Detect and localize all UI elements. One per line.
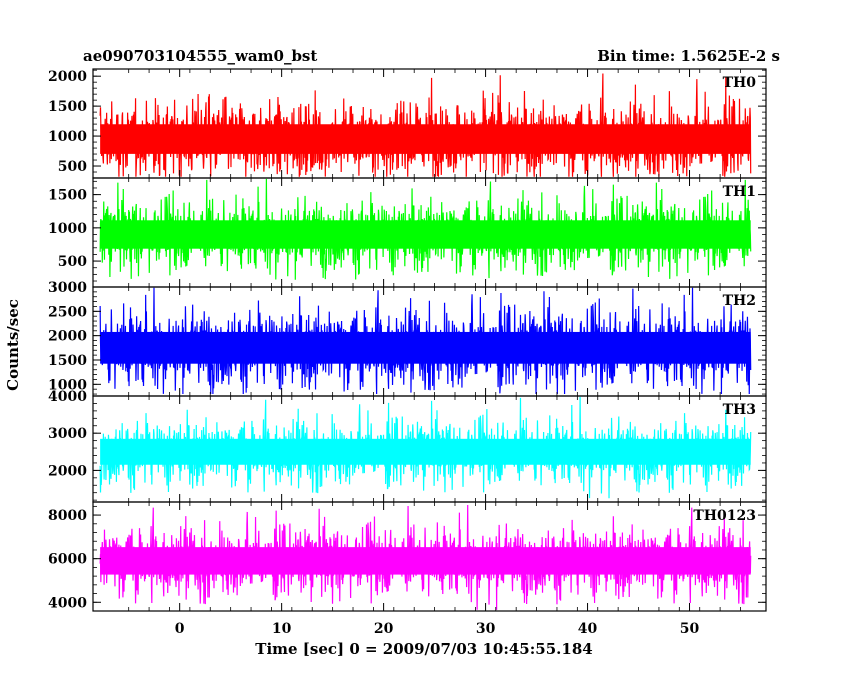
y-tick-label: 2500 <box>48 304 87 320</box>
panels-group: 500 1000 1500 2000 TH0 500 1000 1500 TH1 1000 1500… <box>48 68 767 612</box>
panel-th3: 2000 3000 4000 TH3 <box>48 389 767 503</box>
y-tick-label: 500 <box>58 159 87 175</box>
x-axis-label: Time [sec] 0 = 2009/07/03 10:45:55.184 <box>255 640 592 658</box>
y-tick-label: 4000 <box>48 389 87 405</box>
series-core-th0 <box>100 124 751 154</box>
chart-title-right: Bin time: 1.5625E-2 s <box>597 47 780 65</box>
x-tick-label: 10 <box>272 621 292 637</box>
y-tick-label: 500 <box>58 254 87 270</box>
x-axis: 0 10 20 30 40 50 <box>175 621 700 637</box>
y-tick-label: 2000 <box>48 329 87 345</box>
y-tick-label: 2000 <box>48 463 87 479</box>
panel-th2: 1000 1500 2000 2500 3000 TH2 <box>48 280 767 397</box>
panel-th0123: 4000 6000 8000 TH0123 <box>48 501 767 612</box>
y-tick-label: 4000 <box>48 595 87 611</box>
y-tick-label: 1000 <box>48 377 87 393</box>
y-tick-label: 1500 <box>48 188 87 204</box>
panel-label-th0: TH0 <box>723 75 757 91</box>
panel-frame <box>92 501 767 612</box>
series-core-th2 <box>100 331 751 364</box>
y-tick-label: 1000 <box>48 221 87 237</box>
y-tick-label: 1500 <box>48 353 87 369</box>
series-core-th0123 <box>100 547 751 575</box>
panel-th0: 500 1000 1500 2000 TH0 <box>48 68 767 179</box>
y-tick-label: 6000 <box>48 552 87 568</box>
y-axis-label: Counts/sec <box>4 299 22 391</box>
chart-title-left: ae090703104555_wam0_bst <box>83 47 317 65</box>
y-tick-label: 1000 <box>48 129 87 145</box>
x-tick-label: 50 <box>680 621 700 637</box>
y-tick-label: 3000 <box>48 280 87 296</box>
series-core-th3 <box>100 438 751 465</box>
panel-label-th1: TH1 <box>723 184 756 200</box>
y-tick-label: 1500 <box>48 99 87 115</box>
y-tick-label: 3000 <box>48 426 87 442</box>
panel-th1: 500 1000 1500 TH1 <box>48 177 767 288</box>
x-tick-label: 0 <box>175 621 185 637</box>
panel-label-th3: TH3 <box>723 402 756 418</box>
y-tick-label: 8000 <box>48 508 87 524</box>
x-tick-label: 40 <box>578 621 598 637</box>
panel-label-th0123: TH0123 <box>693 508 756 524</box>
y-tick-label: 2000 <box>48 69 87 85</box>
panel-label-th2: TH2 <box>723 293 756 309</box>
series-core-th1 <box>100 220 751 249</box>
x-tick-label: 30 <box>476 621 496 637</box>
x-tick-label: 20 <box>374 621 394 637</box>
